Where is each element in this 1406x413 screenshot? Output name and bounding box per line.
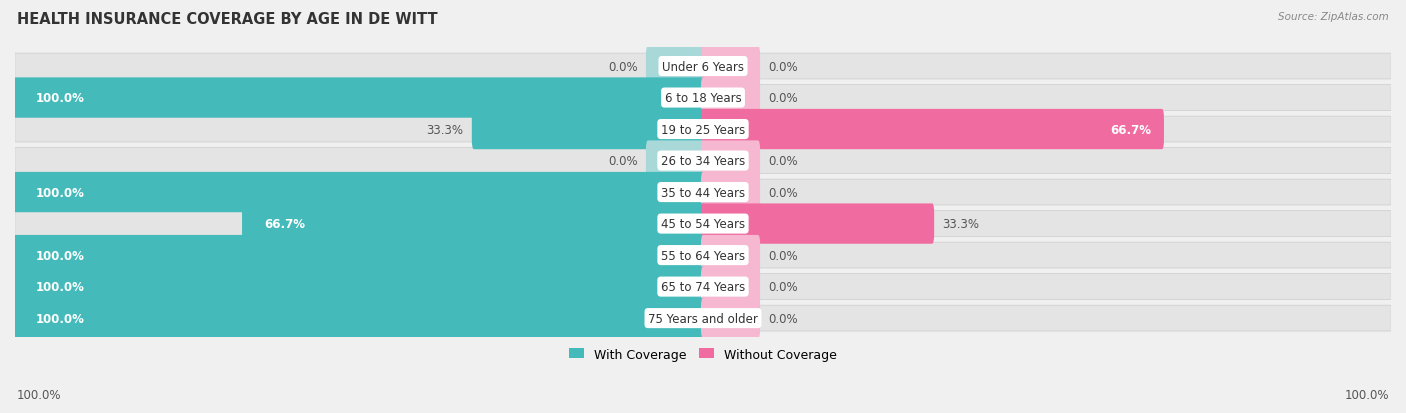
FancyBboxPatch shape [702, 267, 761, 307]
Text: 55 to 64 Years: 55 to 64 Years [661, 249, 745, 262]
FancyBboxPatch shape [242, 204, 704, 244]
FancyBboxPatch shape [15, 211, 1391, 237]
FancyBboxPatch shape [15, 54, 1391, 80]
FancyBboxPatch shape [472, 109, 704, 150]
FancyBboxPatch shape [702, 235, 761, 275]
FancyBboxPatch shape [15, 148, 1391, 174]
FancyBboxPatch shape [15, 117, 1391, 142]
FancyBboxPatch shape [702, 173, 761, 213]
FancyBboxPatch shape [13, 173, 704, 213]
FancyBboxPatch shape [702, 141, 761, 181]
Text: 33.3%: 33.3% [426, 123, 464, 136]
Text: 66.7%: 66.7% [1111, 123, 1152, 136]
Text: 0.0%: 0.0% [768, 92, 799, 105]
Text: Under 6 Years: Under 6 Years [662, 60, 744, 74]
Text: 75 Years and older: 75 Years and older [648, 312, 758, 325]
FancyBboxPatch shape [702, 204, 934, 244]
Text: 66.7%: 66.7% [264, 218, 305, 230]
Text: 0.0%: 0.0% [768, 280, 799, 293]
Text: 0.0%: 0.0% [607, 155, 638, 168]
Text: Source: ZipAtlas.com: Source: ZipAtlas.com [1278, 12, 1389, 22]
Text: 100.0%: 100.0% [35, 312, 84, 325]
Text: 100.0%: 100.0% [35, 186, 84, 199]
Text: 100.0%: 100.0% [35, 92, 84, 105]
FancyBboxPatch shape [645, 47, 704, 87]
Text: 0.0%: 0.0% [768, 155, 799, 168]
Text: 26 to 34 Years: 26 to 34 Years [661, 155, 745, 168]
Text: HEALTH INSURANCE COVERAGE BY AGE IN DE WITT: HEALTH INSURANCE COVERAGE BY AGE IN DE W… [17, 12, 437, 27]
FancyBboxPatch shape [702, 47, 761, 87]
FancyBboxPatch shape [13, 298, 704, 339]
FancyBboxPatch shape [15, 306, 1391, 331]
FancyBboxPatch shape [15, 85, 1391, 111]
Text: 19 to 25 Years: 19 to 25 Years [661, 123, 745, 136]
Text: 45 to 54 Years: 45 to 54 Years [661, 218, 745, 230]
Text: 6 to 18 Years: 6 to 18 Years [665, 92, 741, 105]
FancyBboxPatch shape [15, 274, 1391, 300]
Text: 33.3%: 33.3% [942, 218, 980, 230]
FancyBboxPatch shape [702, 78, 761, 119]
Legend: With Coverage, Without Coverage: With Coverage, Without Coverage [564, 343, 842, 366]
Text: 0.0%: 0.0% [768, 60, 799, 74]
FancyBboxPatch shape [13, 267, 704, 307]
Text: 100.0%: 100.0% [35, 280, 84, 293]
FancyBboxPatch shape [702, 298, 761, 339]
Text: 100.0%: 100.0% [35, 249, 84, 262]
Text: 0.0%: 0.0% [768, 186, 799, 199]
FancyBboxPatch shape [15, 180, 1391, 206]
FancyBboxPatch shape [702, 109, 1164, 150]
FancyBboxPatch shape [15, 242, 1391, 268]
Text: 100.0%: 100.0% [1344, 388, 1389, 401]
Text: 0.0%: 0.0% [768, 249, 799, 262]
Text: 35 to 44 Years: 35 to 44 Years [661, 186, 745, 199]
FancyBboxPatch shape [13, 78, 704, 119]
FancyBboxPatch shape [645, 141, 704, 181]
FancyBboxPatch shape [13, 235, 704, 275]
Text: 0.0%: 0.0% [768, 312, 799, 325]
Text: 100.0%: 100.0% [17, 388, 62, 401]
Text: 0.0%: 0.0% [607, 60, 638, 74]
Text: 65 to 74 Years: 65 to 74 Years [661, 280, 745, 293]
